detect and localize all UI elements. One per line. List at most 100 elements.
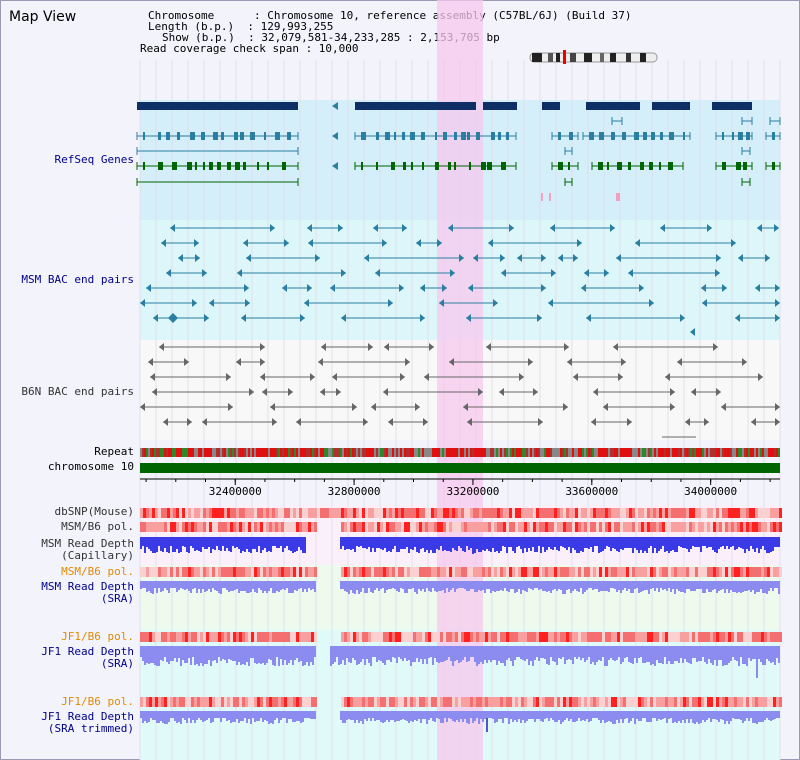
msm-pol-cell	[533, 522, 536, 532]
msm-depth-sra-bar	[426, 581, 428, 588]
msm-pol-cell	[368, 522, 371, 532]
msm-pol-cell	[527, 522, 530, 532]
repeat-element	[176, 448, 178, 457]
msm-depth-cap-bar	[652, 537, 654, 553]
track-label-refseq[interactable]: RefSeq Genes	[54, 153, 134, 166]
dbsnp-cell	[392, 508, 395, 518]
dbsnp-cell	[233, 508, 236, 518]
dbsnp-cell	[584, 508, 587, 518]
repeat-element	[566, 448, 568, 457]
dbsnp-cell	[482, 508, 485, 518]
jf1-pol-cell	[689, 632, 692, 642]
msm-depth-cap-bar	[732, 537, 734, 546]
msm-depth-sra-bar	[566, 581, 568, 590]
jf1-pol-trim-cell	[578, 697, 581, 707]
msm-depth-cap-bar	[776, 537, 778, 547]
b6n-bac-end	[758, 373, 763, 381]
track-label-b6n-bac[interactable]: B6N BAC end pairs	[21, 385, 134, 398]
jf1-depth-bar	[336, 646, 338, 657]
jf1-trim-bar	[690, 711, 692, 719]
repeat-element	[152, 448, 154, 457]
msm-pol-sra-cell	[746, 567, 749, 577]
msm-pol-cell	[344, 522, 347, 532]
msm-pol-cell	[239, 522, 242, 532]
jf1-trim-bar	[174, 711, 176, 721]
jf1-trim-bar	[500, 711, 502, 719]
dbsnp-cell	[578, 508, 581, 518]
msm-depth-sra-bar	[458, 581, 460, 588]
msm-pol-sra-cell	[188, 567, 191, 577]
info-length: Length (b.p.) : 129,993,255	[148, 20, 334, 33]
jf1-depth-bar	[722, 646, 724, 666]
msm-depth-cap-bar	[612, 537, 614, 548]
msm-depth-sra-bar	[778, 581, 780, 594]
jf1-depth-bar	[268, 646, 270, 659]
dbsnp-cell	[371, 508, 374, 518]
jf1-trim-bar	[392, 711, 394, 720]
repeat-element	[656, 448, 658, 457]
msm-depth-cap-bar	[566, 537, 568, 550]
msm-depth-sra-bar	[584, 581, 586, 592]
msm-depth-sra-bar	[614, 581, 616, 589]
msm-bac-end	[161, 239, 166, 247]
msm-depth-sra-bar	[594, 581, 596, 589]
dbsnp-cell	[758, 508, 761, 518]
repeat-element	[210, 448, 212, 457]
repeat-element	[736, 448, 738, 457]
exon	[391, 162, 395, 170]
jf1-depth-bar	[582, 646, 584, 658]
msm-pol-sra-cell	[467, 567, 470, 577]
track-label-msm-bac[interactable]: MSM BAC end pairs	[21, 273, 134, 286]
msm-pol-sra-cell	[545, 567, 548, 577]
msm-pol-cell	[638, 522, 641, 532]
msm-depth-sra-bar	[692, 581, 694, 591]
jf1-pol-trim-cell	[764, 697, 767, 707]
repeat-element	[592, 448, 594, 457]
msm-pol-cell	[671, 522, 674, 532]
jf1-depth-bar	[174, 646, 176, 658]
jf1-pol-trim-cell	[653, 697, 656, 707]
msm-pol-cell	[641, 522, 644, 532]
gene-block	[542, 102, 560, 110]
jf1-pol-trim-cell	[344, 697, 347, 707]
dbsnp-cell	[683, 508, 686, 518]
b6n-bac-end	[677, 358, 682, 366]
msm-depth-cap-bar	[552, 537, 554, 550]
msm-pol-cell	[605, 522, 608, 532]
jf1-depth-bar	[624, 646, 626, 658]
jf1-depth-bar	[258, 646, 260, 663]
dbsnp-cell	[350, 508, 353, 518]
msm-depth-sra-bar	[776, 581, 778, 588]
jf1-trim-bar	[492, 711, 494, 719]
msm-pol-sra-cell	[209, 567, 212, 577]
repeat-element	[484, 448, 486, 457]
msm-depth-cap-bar	[190, 537, 192, 546]
jf1-trim-bar	[178, 711, 180, 722]
jf1-pol-cell	[512, 632, 515, 642]
repeat-element	[606, 448, 608, 457]
msm-depth-cap-bar	[502, 537, 504, 546]
msm-depth-cap-bar	[700, 537, 702, 552]
b6n-bac-end	[368, 343, 373, 351]
msm-pol-cell	[149, 522, 152, 532]
jf1-pol-cell	[161, 632, 164, 642]
jf1-trim-bar	[632, 711, 634, 718]
msm-depth-sra-bar	[654, 581, 656, 591]
msm-depth-cap-bar	[498, 537, 500, 553]
track-label-chromosome: chromosome 10	[47, 460, 134, 473]
jf1-pol-trim-cell	[623, 697, 626, 707]
jf1-pol-trim-cell	[143, 697, 146, 707]
jf1-trim-bar	[268, 711, 270, 724]
jf1-depth-bar	[766, 646, 768, 659]
msm-depth-cap-bar	[600, 537, 602, 552]
msm-depth-cap-bar	[624, 537, 626, 548]
jf1-trim-bar	[570, 711, 572, 719]
msm-depth-sra-bar	[380, 581, 382, 589]
repeat-element	[732, 448, 734, 457]
jf1-trim-bar	[264, 711, 266, 720]
msm-pol-cell	[458, 522, 461, 532]
msm-depth-cap-bar	[196, 537, 198, 550]
msm-depth-cap-bar	[172, 537, 174, 552]
msm-depth-cap-bar	[484, 537, 486, 551]
